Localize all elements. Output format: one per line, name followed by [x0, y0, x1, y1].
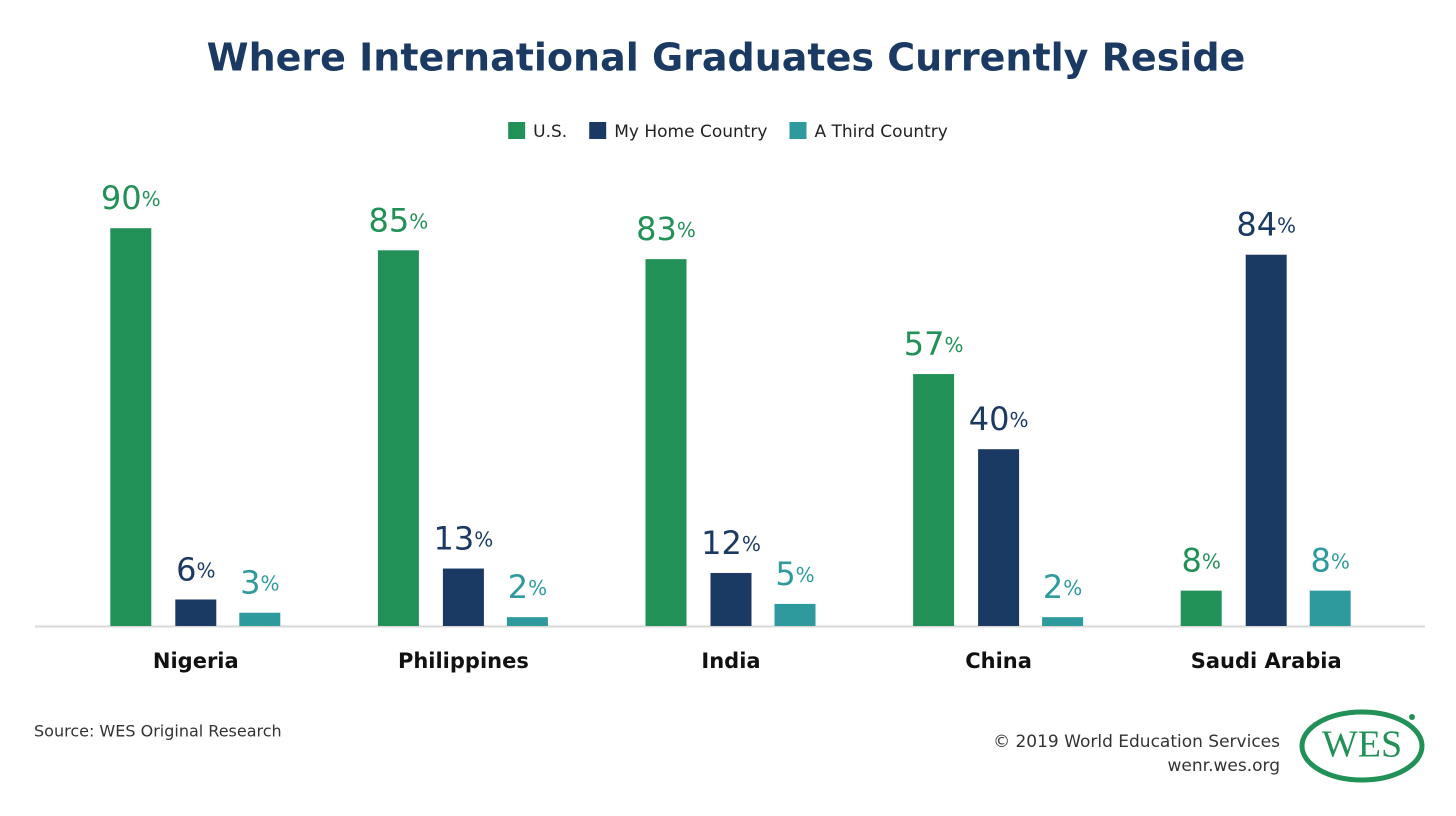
legend: U.S. My Home Country A Third Country	[508, 122, 948, 142]
logo-dot	[1409, 714, 1415, 720]
bar	[1042, 617, 1084, 626]
value-label: 6%	[176, 550, 215, 588]
value-label: 13%	[434, 520, 494, 558]
bar	[506, 617, 548, 626]
logo-ring	[1299, 709, 1425, 783]
source: Source: WES Original Research	[34, 722, 282, 741]
value-label: 57%	[904, 325, 964, 363]
value-label: 84%	[1236, 206, 1296, 244]
url: wenr.wes.org	[1168, 756, 1280, 776]
legend-label: My Home Country	[614, 122, 767, 142]
bar	[978, 449, 1020, 626]
value-label: 8%	[1182, 542, 1221, 580]
value-label: 83%	[636, 210, 696, 248]
value-label: 3%	[240, 564, 279, 602]
bar	[1309, 590, 1351, 626]
bar	[774, 603, 816, 626]
bar	[442, 568, 484, 626]
legend-label: U.S.	[533, 122, 567, 142]
bar	[645, 259, 687, 626]
value-label: 90%	[101, 179, 161, 217]
logo: WES	[1322, 724, 1402, 766]
value-label: 8%	[1311, 542, 1350, 580]
bar	[175, 599, 217, 626]
legend-swatch	[789, 122, 807, 139]
legend-swatch	[508, 122, 526, 139]
bar	[710, 572, 752, 626]
value-label: 12%	[701, 524, 761, 562]
value-label: 85%	[369, 201, 429, 239]
copyright: © 2019 World Education Services	[993, 732, 1280, 752]
bar	[110, 228, 152, 626]
bar	[1180, 590, 1222, 626]
legend-swatch	[589, 122, 607, 139]
bar	[913, 374, 955, 626]
value-label: 5%	[775, 555, 814, 593]
value-label: 2%	[1043, 568, 1082, 606]
chart-title: Where International Graduates Currently …	[207, 36, 1246, 80]
x-tick-label: Philippines	[398, 649, 529, 673]
x-tick-label: Saudi Arabia	[1191, 649, 1342, 673]
bar	[239, 612, 281, 626]
value-label: 40%	[969, 400, 1029, 438]
x-tick-label: India	[701, 649, 760, 673]
bar	[377, 250, 419, 627]
legend-label: A Third Country	[814, 122, 947, 142]
x-tick-label: Nigeria	[153, 649, 239, 673]
bar	[1245, 254, 1287, 626]
value-label: 2%	[508, 568, 547, 606]
x-tick-label: China	[965, 649, 1032, 673]
